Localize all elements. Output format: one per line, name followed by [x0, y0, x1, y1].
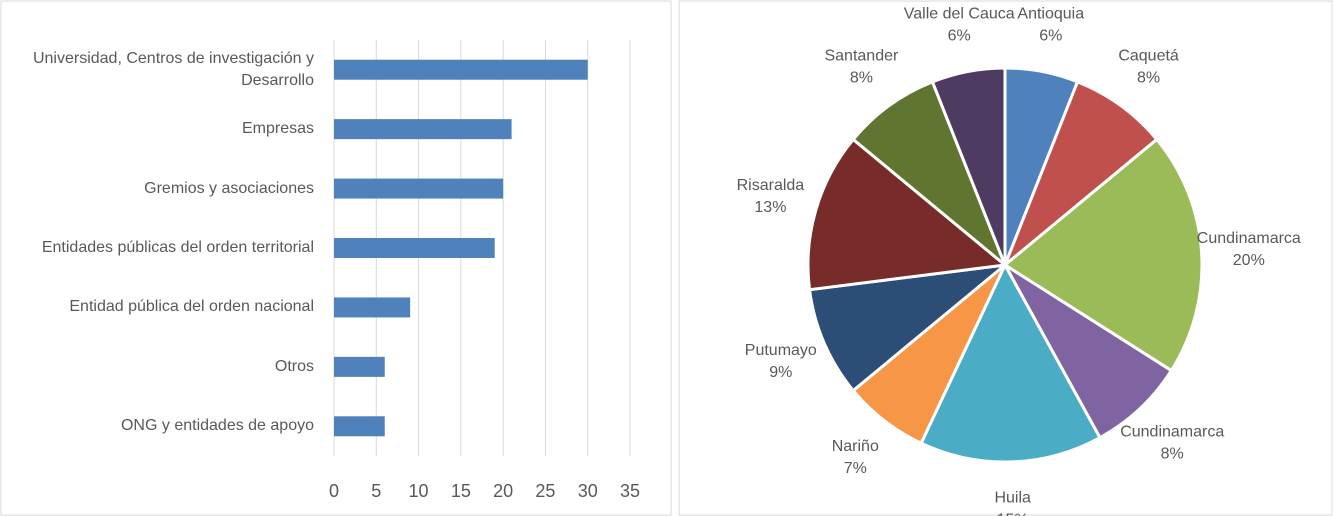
- pie-slice: [1003, 263, 1174, 440]
- slice-label: Santander: [824, 48, 899, 65]
- slice-value-label: 6%: [948, 27, 971, 44]
- y-tick-label: Entidades públicas del orden territorial: [41, 239, 314, 256]
- slice-label: Nariño: [832, 438, 879, 455]
- slice-label: Cundinamarca: [1197, 230, 1301, 247]
- slice-value-label: 8%: [1161, 445, 1184, 462]
- slice-value-label: 9%: [769, 364, 792, 381]
- x-tick-label: 20: [493, 481, 513, 501]
- x-tick-label: 15: [451, 481, 471, 501]
- y-tick-label: Universidad, Centros de investigación y …: [32, 49, 314, 89]
- pie-slice: [807, 262, 1010, 393]
- bar: [334, 59, 588, 80]
- x-tick-label: 0: [329, 481, 339, 501]
- y-tick-label: Empresas: [241, 120, 314, 138]
- y-tick-label: Entidad pública del orden nacional: [69, 298, 314, 316]
- slice-label: Valle del Cauca: [904, 5, 1015, 22]
- slice-label: Cundinamarca: [1120, 423, 1224, 440]
- bar: [334, 297, 411, 318]
- slice-value-label: 8%: [1137, 70, 1160, 87]
- x-tick-label: 35: [620, 481, 640, 501]
- slice-value-label: 8%: [850, 70, 873, 87]
- pie-frame: [678, 0, 1333, 516]
- y-tick-label: Gremios y asociaciones: [144, 179, 314, 197]
- slice-value-label: 15%: [997, 511, 1029, 516]
- slice-value-label: 13%: [754, 199, 786, 216]
- y-tick-label: ONG y entidades de apoyo: [120, 417, 314, 435]
- bar: [334, 416, 385, 437]
- slice-label: Putumayo: [745, 342, 817, 359]
- slice-label: Risaralda: [737, 177, 805, 194]
- x-tick-label: 30: [578, 481, 598, 501]
- bar: [334, 356, 385, 377]
- slice-label: Huila: [994, 489, 1031, 506]
- slice-value-label: 20%: [1233, 252, 1265, 269]
- slice-value-label: 6%: [1039, 27, 1062, 44]
- bar-frame: [0, 0, 672, 516]
- pie-slice: [1002, 137, 1204, 373]
- bar: [334, 238, 495, 258]
- pie-slice: [1003, 79, 1159, 267]
- x-tick-label: 25: [535, 481, 555, 501]
- pie-slice: [930, 66, 1007, 266]
- x-tick-label: 5: [371, 481, 381, 501]
- y-tick-label: Otros: [274, 357, 314, 375]
- slice-label: Caquetá: [1118, 48, 1179, 65]
- pie-slice: [851, 79, 1007, 267]
- pie-slice: [919, 261, 1102, 464]
- slice-value-label: 7%: [844, 460, 867, 477]
- bar: [334, 178, 504, 199]
- slice-label: Antioquia: [1017, 5, 1084, 22]
- bar: [334, 119, 512, 140]
- x-tick-label: 10: [409, 481, 429, 501]
- pie-slice: [806, 137, 1009, 292]
